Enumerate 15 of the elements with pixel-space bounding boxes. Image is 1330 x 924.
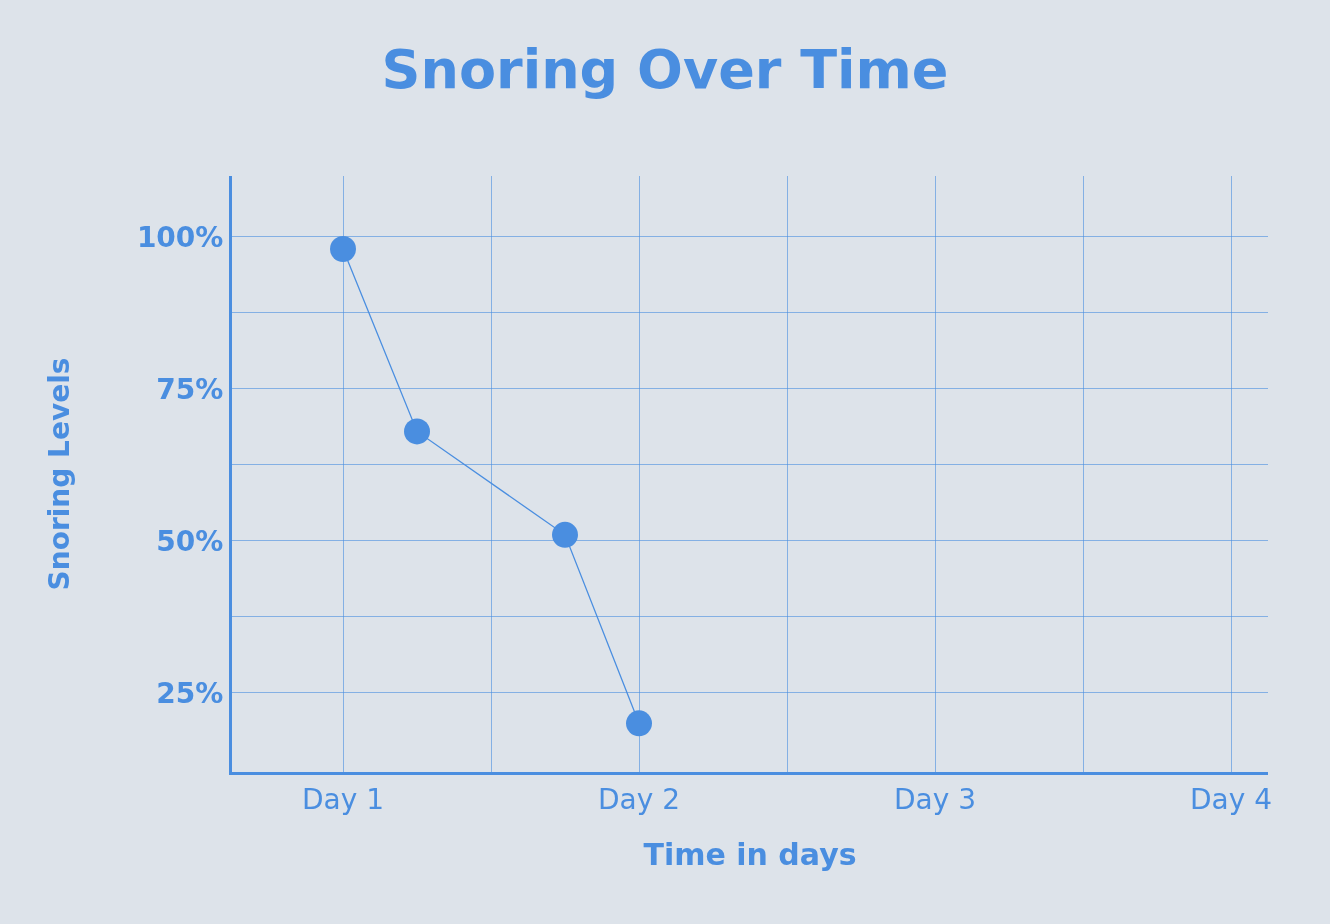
x-axis-title: Time in days xyxy=(643,837,857,873)
y-tick-label: 100% xyxy=(136,220,224,254)
y-tick-label: 25% xyxy=(156,676,224,710)
chart-title: Snoring Over Time xyxy=(381,38,949,102)
x-tick-label: Day 3 xyxy=(893,782,977,816)
y-tick-label: 75% xyxy=(156,372,224,406)
x-tick-label: Day 2 xyxy=(597,782,681,816)
point xyxy=(330,235,356,262)
y-tick-label: 50% xyxy=(156,524,224,558)
x-tick-label: Day 1 xyxy=(301,782,385,816)
y-axis-title: Snoring Levels xyxy=(42,357,76,591)
point xyxy=(404,418,430,445)
x-tick-label: Day 4 xyxy=(1189,782,1273,816)
point xyxy=(552,521,578,548)
point xyxy=(626,710,652,737)
